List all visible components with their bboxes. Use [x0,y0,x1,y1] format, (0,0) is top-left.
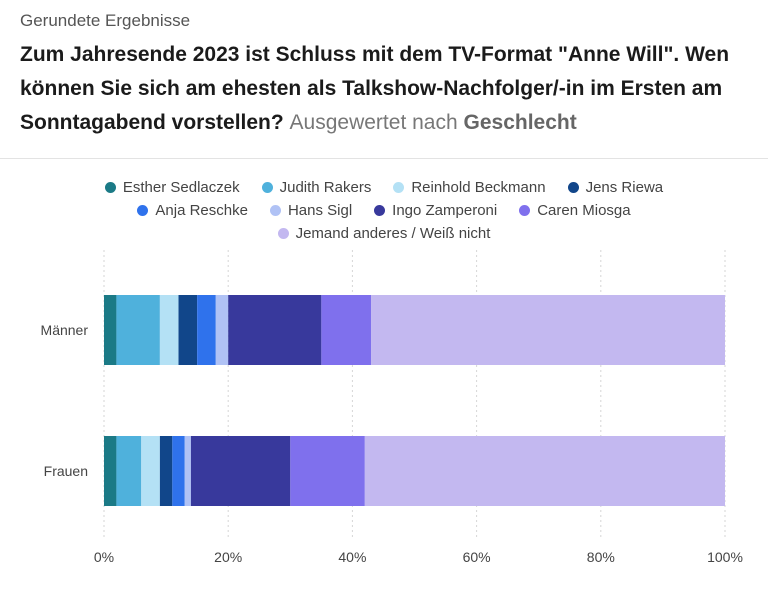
x-tick-label: 80% [587,549,615,565]
evaluated-field-text: Geschlecht [463,111,577,134]
legend-item[interactable]: Anja Reschke [137,202,248,219]
legend-swatch [374,205,386,216]
legend-label: Ingo Zamperoni [392,202,498,219]
x-tick-label: 60% [463,549,491,565]
legend-swatch [519,205,531,216]
legend-label: Hans Sigl [287,202,353,219]
header-divider [0,158,768,159]
x-tick-label: 0% [94,549,114,565]
bar-segment [215,295,229,365]
legend-row-3: Jemand anderes / Weiß nicht [0,222,768,245]
legend-item[interactable]: Caren Miosga [519,202,631,219]
chart-title: Zum Jahresende 2023 ist Schluss mit dem … [20,38,755,140]
x-tick-label: 20% [214,549,242,565]
legend-swatch [269,205,281,216]
legend-label: Esther Sedlaczek [122,179,240,196]
chart-kicker: Gerundete Ergebnisse [20,11,191,30]
bar-segment [104,436,117,506]
legend-item[interactable]: Jens Riewa [567,179,664,196]
category-label: Männer [41,322,89,338]
legend-label: Jemand anderes / Weiß nicht [295,225,491,242]
legend-swatch [277,228,289,239]
legend-label: Caren Miosga [537,202,631,219]
chart-legend: Esther Sedlaczek Judith Rakers Reinhold … [0,176,768,245]
bar-segment [178,295,198,365]
legend-item[interactable]: Esther Sedlaczek [104,179,240,196]
legend-swatch [567,182,579,193]
legend-item[interactable]: Judith Rakers [261,179,372,196]
bar-segment [116,295,160,365]
bar-segment [159,436,173,506]
legend-item[interactable]: Hans Sigl [269,202,353,219]
category-label: Frauen [44,463,88,479]
bar-segment [159,295,179,365]
bar-segment [141,436,160,506]
bar-segment [172,436,185,506]
legend-row-2: Anja Reschke Hans Sigl Ingo Zamperoni Ca… [0,199,768,222]
stacked-bar-chart: 0% 20% 40% 60% 80% 100% Männer Frauen [41,250,743,565]
bar-segment [364,436,725,506]
legend-label: Anja Reschke [155,202,248,219]
legend-item[interactable]: Ingo Zamperoni [374,202,497,219]
bar-segment [197,295,216,365]
question-text: Zum Jahresende 2023 ist Schluss mit dem … [20,43,730,134]
legend-swatch [261,182,273,193]
legend-swatch [137,205,149,216]
bar-segment [371,295,725,365]
bar-segment [116,436,142,506]
x-tick-label: 100% [707,549,743,565]
bar-segment [290,436,365,506]
bar-segment [104,295,117,365]
legend-label: Jens Riewa [585,179,664,196]
legend-swatch [393,182,405,193]
legend-row-1: Esther Sedlaczek Judith Rakers Reinhold … [0,176,768,199]
legend-item[interactable]: Reinhold Beckmann [393,179,546,196]
bar-segment [184,436,191,506]
bar-segment [321,295,372,365]
x-tick-label: 40% [338,549,366,565]
legend-label: Reinhold Beckmann [411,179,546,196]
legend-item[interactable]: Jemand anderes / Weiß nicht [277,225,491,242]
bar-segment [228,295,322,365]
legend-swatch [104,182,116,193]
legend-label: Judith Rakers [279,179,372,196]
bar-segment [190,436,291,506]
evaluated-by-text: Ausgewertet nach [289,111,458,134]
